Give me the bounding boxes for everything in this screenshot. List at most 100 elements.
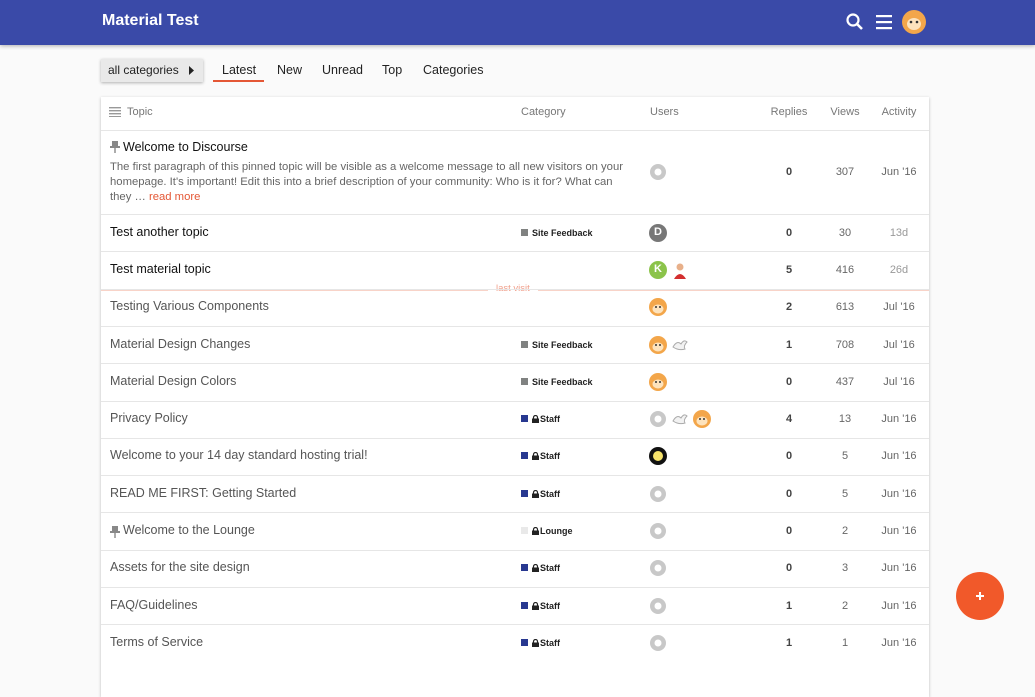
menu-icon[interactable] (876, 14, 893, 30)
activity[interactable]: Jun '16 (881, 636, 917, 649)
activity[interactable]: Jun '16 (881, 450, 917, 463)
column-header[interactable]: Views (830, 106, 860, 118)
activity[interactable]: Jun '16 (881, 562, 917, 575)
view-count: 2 (841, 599, 849, 612)
topic-title[interactable]: Terms of Service (110, 634, 204, 649)
topic-row[interactable] (101, 325, 929, 364)
topic-row[interactable] (101, 251, 929, 289)
category-name[interactable]: Staff (540, 563, 560, 574)
topic-title[interactable]: Welcome to Discourse (123, 140, 248, 154)
nav-tab[interactable]: Top (382, 63, 403, 77)
lock-icon (532, 601, 539, 610)
user-avatar[interactable] (649, 335, 667, 354)
activity[interactable]: Jun '16 (881, 166, 917, 178)
activity[interactable]: 13d (889, 226, 909, 239)
nav-tab[interactable]: Unread (322, 63, 363, 77)
topic-title[interactable]: Material Design Colors (110, 373, 237, 388)
search-icon[interactable] (845, 12, 865, 32)
topic-row[interactable] (101, 512, 929, 550)
lock-icon (532, 489, 539, 498)
nav-tab[interactable]: New (277, 63, 303, 77)
activity[interactable]: Jun '16 (881, 413, 917, 426)
topic-row[interactable] (101, 475, 929, 513)
category-dropdown[interactable]: all categories (101, 59, 203, 82)
topic-row[interactable] (101, 130, 929, 215)
read-more-link[interactable]: read more (148, 191, 201, 203)
category-name[interactable]: Site Feedback (532, 376, 593, 387)
reply-count[interactable]: 0 (785, 166, 793, 178)
reply-count[interactable]: 1 (785, 599, 793, 612)
topic-row[interactable] (101, 549, 929, 588)
topic-title[interactable]: Material Design Changes (110, 336, 251, 351)
user-avatar[interactable] (693, 410, 711, 429)
user-avatar[interactable] (649, 597, 667, 615)
topic-title[interactable]: Test material topic (110, 261, 211, 276)
user-avatar[interactable] (649, 485, 667, 503)
category-name[interactable]: Staff (540, 637, 560, 648)
reply-count[interactable]: 0 (785, 487, 793, 500)
user-avatar[interactable] (649, 447, 667, 466)
site-title[interactable]: Material Test (102, 12, 199, 29)
category-name[interactable]: Site Feedback (532, 339, 593, 350)
reply-count[interactable]: 1 (785, 338, 793, 351)
user-avatar[interactable] (902, 10, 926, 34)
activity[interactable]: Jul '16 (883, 375, 915, 388)
user-avatar[interactable] (649, 223, 667, 242)
category-name[interactable]: Staff (540, 451, 560, 462)
topic-title[interactable]: Assets for the site design (110, 560, 250, 575)
category-name[interactable]: Site Feedback (532, 227, 593, 238)
activity[interactable]: Jun '16 (881, 525, 917, 538)
topic-row[interactable] (101, 214, 929, 252)
user-avatar[interactable] (671, 261, 689, 279)
user-avatar[interactable] (649, 410, 667, 428)
category-name[interactable]: Staff (540, 414, 560, 425)
nav-tab[interactable]: Latest (222, 63, 257, 77)
topic-row[interactable] (101, 587, 929, 625)
activity[interactable]: Jun '16 (881, 599, 917, 612)
pin-icon (110, 141, 120, 153)
user-avatar[interactable] (649, 163, 667, 181)
topic-row[interactable] (101, 288, 929, 327)
topic-title[interactable]: Welcome to the Lounge (123, 523, 255, 538)
column-header[interactable]: Replies (770, 106, 808, 118)
topic-title[interactable]: READ ME FIRST: Getting Started (110, 485, 297, 500)
reply-count[interactable]: 0 (785, 562, 793, 575)
reply-count[interactable]: 0 (785, 375, 793, 388)
reply-count[interactable]: 2 (785, 301, 793, 314)
user-avatar[interactable] (649, 298, 667, 317)
topic-title[interactable]: Welcome to your 14 day standard hosting … (110, 448, 368, 463)
reply-count[interactable]: 1 (785, 636, 793, 649)
reply-count[interactable]: 4 (785, 413, 793, 426)
category-name[interactable]: Staff (540, 488, 560, 499)
user-avatar[interactable] (671, 410, 689, 428)
topic-title[interactable]: Privacy Policy (110, 411, 188, 426)
list-icon (109, 107, 121, 117)
nav-tab[interactable]: Categories (423, 63, 484, 77)
category-name[interactable]: Staff (540, 600, 560, 611)
user-avatar[interactable] (649, 260, 667, 279)
activity[interactable]: Jun '16 (881, 487, 917, 500)
user-avatar[interactable] (671, 336, 689, 354)
category-name[interactable]: Lounge (540, 526, 573, 537)
topic-row[interactable] (101, 437, 929, 476)
topic-row[interactable] (101, 624, 929, 662)
activity[interactable]: Jul '16 (883, 338, 915, 351)
create-topic-button[interactable] (956, 572, 1004, 620)
reply-count[interactable]: 0 (785, 226, 793, 239)
user-avatar[interactable] (649, 559, 667, 577)
user-avatar[interactable] (649, 522, 667, 540)
topic-row[interactable] (101, 363, 929, 401)
activity[interactable]: 26d (889, 263, 909, 276)
reply-count[interactable]: 0 (785, 525, 793, 538)
reply-count[interactable]: 0 (785, 450, 793, 463)
topic-title[interactable]: Testing Various Components (110, 299, 269, 314)
topic-title[interactable]: Test another topic (110, 224, 209, 239)
reply-count[interactable]: 5 (785, 263, 793, 276)
column-header[interactable]: Activity (881, 106, 917, 118)
topic-title[interactable]: FAQ/Guidelines (110, 597, 198, 612)
user-avatar[interactable] (649, 634, 667, 652)
topic-row[interactable] (101, 400, 929, 439)
header: Material Test (0, 0, 1035, 45)
activity[interactable]: Jul '16 (883, 301, 915, 314)
user-avatar[interactable] (649, 372, 667, 391)
